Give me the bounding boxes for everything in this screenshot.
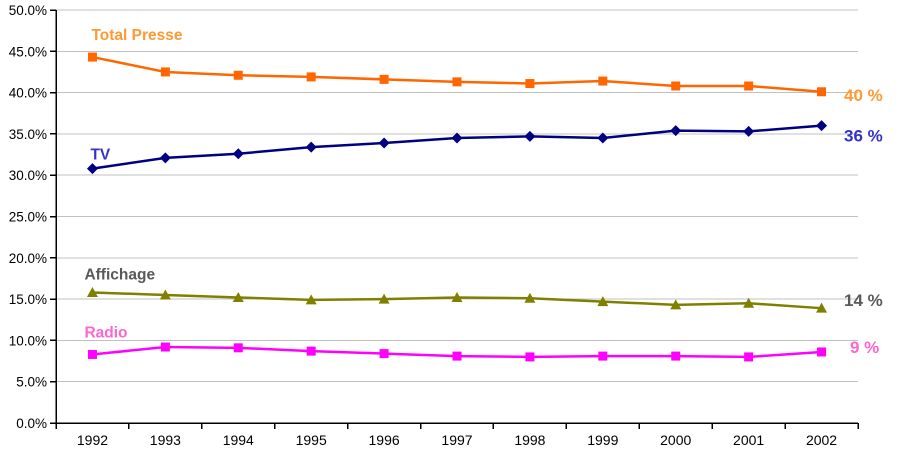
data-point-marker [232,291,244,302]
data-point-marker [379,349,389,359]
data-point-marker [816,120,828,132]
data-point-marker [160,67,170,77]
series-end-value-label: 14 % [844,291,883,310]
y-axis-tick-label: 15.0% [9,292,47,307]
data-point-marker [524,130,536,142]
data-point-marker [378,293,390,304]
x-axis-tick-label: 1998 [514,432,545,448]
data-point-marker [817,87,827,97]
data-point-marker [378,137,390,149]
data-point-marker [379,74,389,84]
x-axis-tick-label: 1997 [441,432,472,448]
series-label-affichage: Affichage [84,266,155,283]
x-axis-tick-label: 1995 [296,432,327,448]
x-axis-tick-label: 2000 [660,432,691,448]
data-point-marker [451,132,463,144]
data-point-marker [232,148,244,160]
data-point-marker [598,351,608,361]
series-label-total-presse: Total Presse [91,27,182,44]
data-point-marker [305,141,317,153]
series-line-total-presse [92,55,822,94]
data-point-marker [671,351,681,361]
y-axis-tick-label: 50.0% [9,3,47,18]
data-point-marker [306,346,316,356]
y-axis-tick-label: 20.0% [9,251,47,266]
data-point-marker [670,299,682,310]
y-axis-tick-label: 30.0% [9,168,47,183]
series-end-value-label: 36 % [844,127,883,146]
data-point-marker [597,296,609,307]
data-point-marker [598,76,608,86]
x-axis-tick-label: 1996 [369,432,400,448]
data-point-marker [670,125,682,137]
data-point-marker [817,347,827,357]
data-point-marker [452,77,462,87]
series-line-tv [92,124,822,170]
series-end-value-label: 9 % [850,338,879,357]
data-point-marker [159,289,171,300]
data-point-marker [671,81,681,91]
y-axis-tick-label: 10.0% [9,333,47,348]
data-point-marker [816,302,828,313]
series-label-tv: TV [90,147,110,164]
data-point-marker [160,342,170,352]
x-axis-tick-label: 1993 [150,432,181,448]
data-point-marker [86,286,98,297]
x-axis-tick-label: 1992 [77,432,108,448]
data-point-marker [597,132,609,144]
data-point-marker [525,79,535,89]
data-point-marker [743,297,755,308]
data-point-marker [87,52,97,62]
data-point-marker [743,125,755,137]
series-label-radio: Radio [84,324,127,341]
data-point-marker [159,152,171,164]
x-axis-tick-label: 2002 [806,432,837,448]
y-axis-tick-label: 25.0% [9,210,47,225]
x-axis-tick-label: 1999 [587,432,618,448]
x-axis-tick-label: 2001 [733,432,764,448]
y-axis-tick-label: 35.0% [9,127,47,142]
data-point-marker [452,351,462,361]
y-axis-tick-label: 0.0% [16,416,47,431]
data-point-marker [233,343,243,353]
y-axis-tick-label: 5.0% [16,375,47,390]
data-point-marker [87,349,97,359]
data-point-marker [744,352,754,362]
data-point-marker [524,292,536,303]
data-point-marker [451,291,463,302]
data-point-marker [744,81,754,91]
data-point-marker [233,70,243,80]
data-point-marker [306,72,316,82]
data-point-marker [525,352,535,362]
y-axis-tick-label: 40.0% [9,86,47,101]
series-end-value-label: 40 % [844,86,883,105]
x-axis-tick-label: 1994 [223,432,254,448]
data-point-marker [86,163,98,175]
data-point-marker [305,294,317,305]
y-axis-tick-label: 45.0% [9,44,47,59]
